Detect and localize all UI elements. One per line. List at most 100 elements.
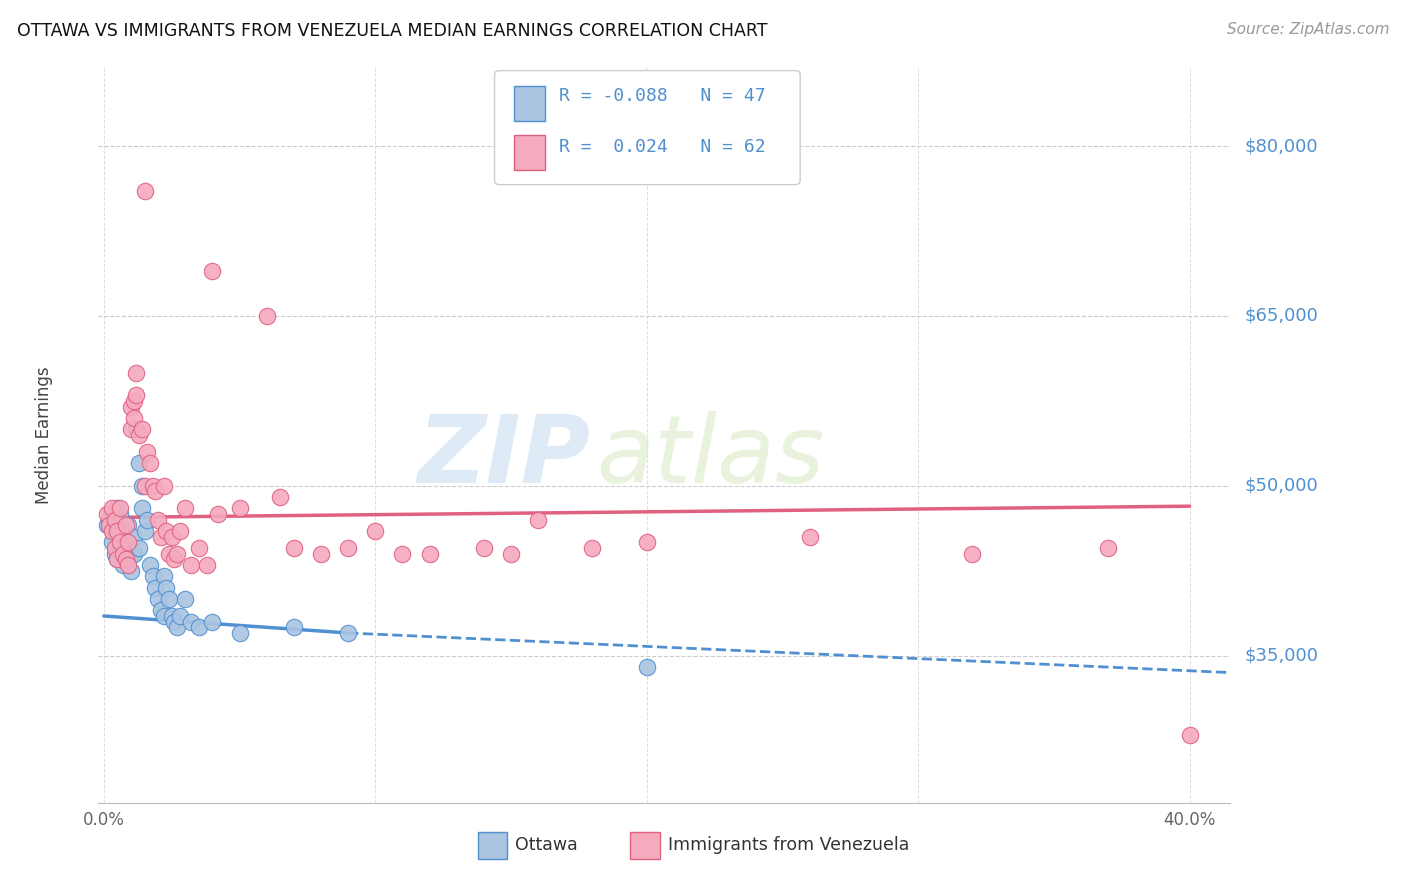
Point (142, 569, 165, 583)
Point (146, 592, 169, 607)
Point (187, 620, 209, 634)
Point (131, 422, 153, 436)
Point (122, 410, 145, 425)
Point (1097, 541, 1119, 555)
Point (120, 400, 142, 414)
Point (98, 513, 121, 527)
Point (104, 513, 127, 527)
Point (799, 530, 821, 544)
Point (157, 592, 180, 607)
Text: R = -0.088   N = 47: R = -0.088 N = 47 (560, 87, 766, 104)
Point (283, 620, 305, 634)
Text: $50,000: $50,000 (1244, 477, 1317, 495)
Point (139, 456, 162, 470)
Point (117, 518, 139, 533)
Point (125, 388, 148, 402)
Point (180, 615, 202, 629)
Point (114, 518, 136, 533)
Point (145, 484, 167, 499)
Point (962, 547, 984, 561)
Point (166, 620, 188, 634)
Point (174, 592, 197, 607)
Text: $80,000: $80,000 (1244, 137, 1317, 155)
Point (108, 507, 131, 521)
Point (256, 309, 278, 323)
Point (134, 479, 156, 493)
Point (169, 524, 191, 538)
Point (636, 535, 658, 549)
Point (160, 530, 183, 544)
Point (163, 615, 186, 629)
Point (104, 524, 127, 538)
Point (107, 552, 129, 566)
Text: Ottawa: Ottawa (515, 837, 578, 855)
Text: $65,000: $65,000 (1244, 307, 1317, 325)
Point (107, 501, 129, 516)
Point (195, 558, 218, 572)
Point (101, 524, 124, 538)
Point (472, 541, 495, 555)
Point (146, 513, 169, 527)
Point (120, 547, 142, 561)
Point (581, 541, 603, 555)
Point (114, 552, 136, 566)
Bar (513, 135, 546, 170)
Point (122, 530, 145, 544)
Point (142, 479, 165, 493)
Point (149, 603, 172, 617)
Point (122, 547, 145, 561)
Point (117, 535, 139, 549)
Bar (478, 831, 508, 860)
Point (111, 524, 134, 538)
Point (108, 535, 131, 549)
Point (145, 581, 167, 595)
Point (419, 547, 441, 561)
Point (125, 366, 148, 380)
Point (101, 535, 124, 549)
Text: Median Earnings: Median Earnings (35, 366, 53, 504)
Point (111, 558, 134, 572)
Point (152, 569, 174, 583)
Text: Immigrants from Venezuela: Immigrants from Venezuela (668, 837, 910, 855)
Point (96, 518, 118, 533)
Point (174, 501, 197, 516)
Point (499, 547, 522, 561)
Point (139, 558, 162, 572)
Text: Source: ZipAtlas.com: Source: ZipAtlas.com (1226, 22, 1389, 37)
Point (136, 513, 159, 527)
Point (111, 547, 134, 561)
Point (157, 547, 180, 561)
Point (527, 513, 550, 527)
Point (207, 507, 229, 521)
Text: atlas: atlas (596, 411, 825, 502)
Point (180, 558, 202, 572)
Point (228, 626, 250, 640)
Point (309, 547, 332, 561)
Point (201, 615, 224, 629)
Point (636, 660, 658, 674)
Point (96, 507, 118, 521)
Point (155, 581, 177, 595)
Point (160, 609, 183, 624)
Point (166, 547, 188, 561)
Point (201, 263, 224, 277)
Point (107, 552, 129, 566)
Point (114, 535, 136, 549)
Point (120, 422, 142, 436)
Point (134, 185, 156, 199)
Point (337, 541, 360, 555)
Point (136, 445, 159, 459)
Point (134, 524, 156, 538)
Bar (513, 86, 546, 121)
Text: ZIP: ZIP (418, 411, 591, 503)
Point (283, 541, 305, 555)
Point (114, 547, 136, 561)
Point (120, 564, 142, 578)
Point (104, 547, 127, 561)
Point (152, 479, 174, 493)
Point (107, 524, 129, 538)
Bar (630, 831, 659, 860)
Point (131, 501, 153, 516)
Point (364, 524, 387, 538)
Text: $35,000: $35,000 (1244, 647, 1319, 665)
